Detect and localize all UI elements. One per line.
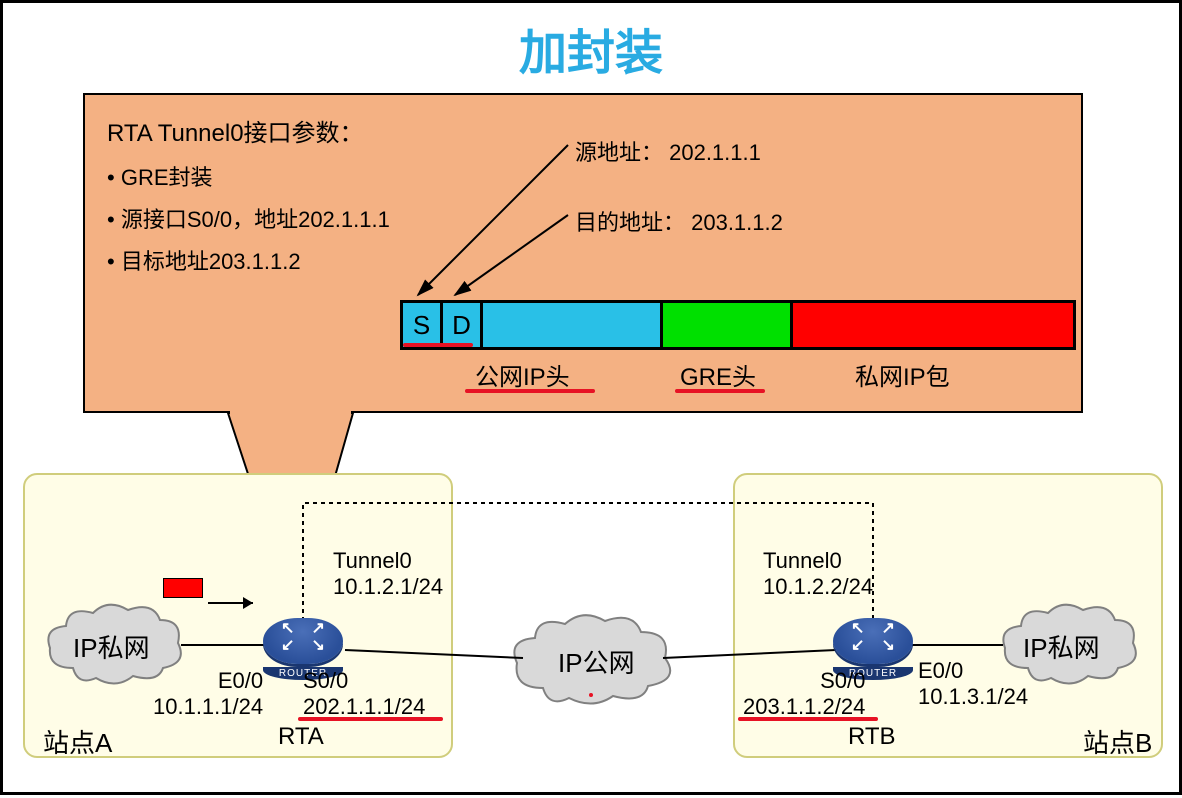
packet-seg-public-ip bbox=[483, 303, 663, 347]
packet-label-private-ip: 私网IP包 bbox=[855, 357, 950, 392]
router-rtb-name: RTB bbox=[848, 723, 896, 751]
underline-gre bbox=[675, 389, 765, 393]
site-b-label: 站点B bbox=[1083, 723, 1152, 760]
callout-box: RTA Tunnel0接口参数： GRE封装 源接口S0/0，地址202.1.1… bbox=[83, 93, 1083, 413]
packet-label-gre: GRE头 bbox=[680, 357, 756, 392]
rta-e00-label: E0/0 10.1.1.1/24 bbox=[153, 668, 263, 721]
dest-address-label: 目的地址： 203.1.1.2 bbox=[575, 205, 783, 237]
cloud-private-b-label: IP私网 bbox=[1023, 628, 1100, 665]
packet-seg-gre bbox=[663, 303, 793, 347]
site-a-label: 站点A bbox=[43, 723, 112, 760]
router-rta-name: RTA bbox=[278, 723, 324, 751]
rtb-e00-label: E0/0 10.1.3.1/24 bbox=[918, 658, 1028, 711]
underline-sd bbox=[403, 343, 473, 347]
packet-seg-d: D bbox=[443, 303, 483, 347]
rta-s00-label: S0/0 202.1.1.1/24 bbox=[303, 668, 425, 721]
rtb-s00-label: S0/0 203.1.1.2/24 bbox=[743, 668, 865, 721]
packet-label-public-ip: 公网IP头 bbox=[475, 357, 570, 392]
packet-icon bbox=[163, 578, 203, 598]
cloud-public-label: IP公网 bbox=[558, 643, 635, 680]
underline-rta-s00 bbox=[298, 717, 443, 721]
underline-rtb-s00 bbox=[738, 717, 878, 721]
packet-seg-private-ip bbox=[793, 303, 1073, 347]
callout-item: 目标地址203.1.1.2 bbox=[107, 244, 1059, 276]
source-address-label: 源地址： 202.1.1.1 bbox=[575, 135, 761, 167]
page-title: 加封装 bbox=[519, 13, 663, 83]
rtb-tunnel-label: Tunnel0 10.1.2.2/24 bbox=[763, 548, 873, 601]
packet-seg-s: S bbox=[403, 303, 443, 347]
rta-tunnel-label: Tunnel0 10.1.2.1/24 bbox=[333, 548, 443, 601]
packet-diagram: S D bbox=[400, 300, 1076, 350]
underline-public-ip bbox=[465, 389, 595, 393]
cloud-private-a-label: IP私网 bbox=[73, 628, 150, 665]
